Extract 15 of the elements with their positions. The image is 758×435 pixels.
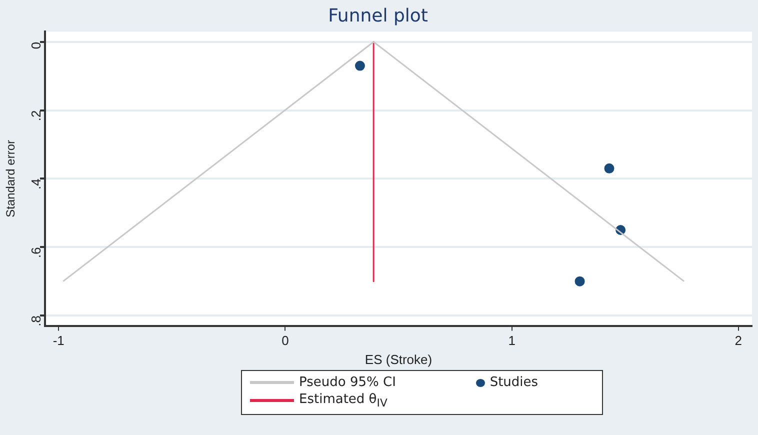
legend-label: Estimated θ$_{IV}$	[299, 392, 388, 410]
y-tick-label: .4	[28, 178, 44, 190]
x-tick-label: 0	[282, 333, 289, 348]
y-tick-label: .6	[28, 247, 44, 258]
x-tick-label: 2	[734, 333, 742, 348]
chart-title: Funnel plot	[328, 5, 428, 26]
x-axis-title: ES (Stroke)	[364, 352, 432, 367]
y-tick-label: .2	[28, 110, 44, 122]
x-tick-label: 1	[508, 333, 516, 348]
x-tick-label: -1	[52, 333, 64, 348]
legend-label: Pseudo 95% CI	[299, 375, 396, 390]
y-tick-label: .8	[28, 316, 44, 326]
y-tick-label: 0	[28, 42, 44, 50]
legend-label: Studies	[490, 375, 538, 390]
y-axis-title: Standard error	[4, 140, 18, 218]
